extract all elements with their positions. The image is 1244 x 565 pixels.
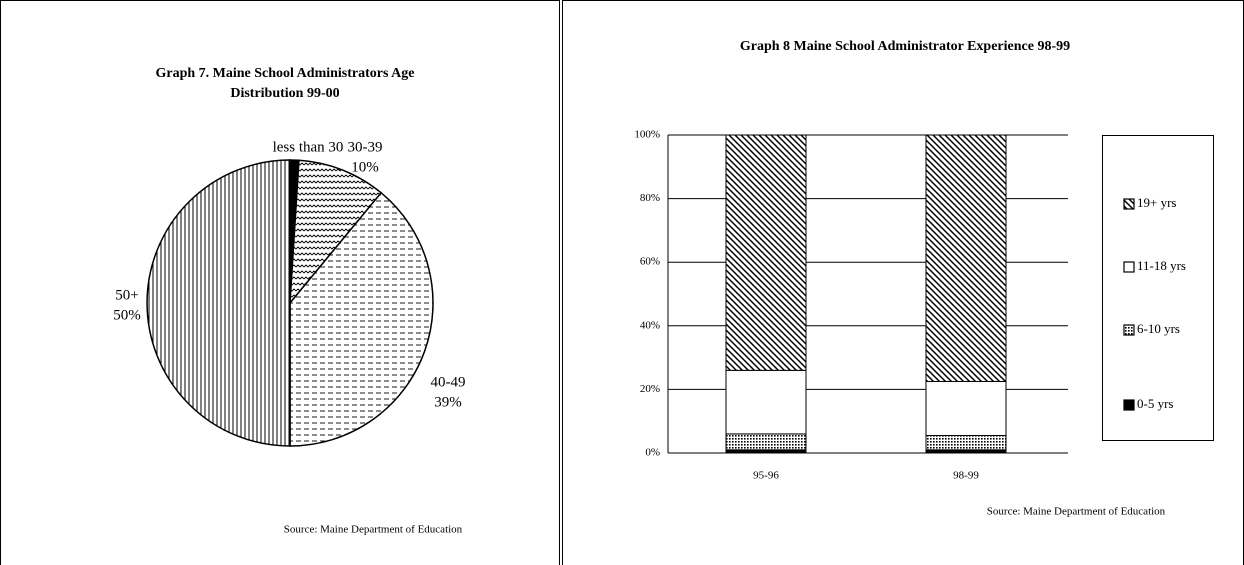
legend-label: 11-18 yrs xyxy=(1137,258,1186,273)
pie-slice xyxy=(289,159,383,306)
bar-segment xyxy=(925,435,1007,451)
bar-segment xyxy=(925,134,1007,382)
y-tick-label: 100% xyxy=(634,129,660,141)
legend-box xyxy=(1102,135,1214,441)
slice-value: 50% xyxy=(113,307,141,323)
x-tick-label: 98-99 xyxy=(953,470,979,482)
panel-border xyxy=(0,0,560,565)
legend-label: 6-10 yrs xyxy=(1137,321,1180,336)
pie-slice xyxy=(146,159,291,447)
slice-label: 30-39 xyxy=(348,139,383,155)
y-tick-label: 80% xyxy=(640,192,660,204)
slice-value: 39% xyxy=(434,394,462,410)
bar-segment xyxy=(725,369,807,435)
bar-segment xyxy=(925,380,1007,437)
y-tick-label: 0% xyxy=(645,447,660,459)
x-tick-label: 95-96 xyxy=(753,470,779,482)
legend-swatch xyxy=(1123,324,1135,336)
source: Source: Maine Department of Education xyxy=(987,506,1166,518)
legend-label: 19+ yrs xyxy=(1137,195,1176,210)
slice-label: 50+ xyxy=(115,287,138,303)
source: Source: Maine Department of Education xyxy=(284,524,463,536)
y-tick-label: 20% xyxy=(640,383,660,395)
legend-label: 0-5 yrs xyxy=(1137,396,1173,411)
pie-slice xyxy=(289,191,434,447)
legend-swatch xyxy=(1123,399,1135,411)
legend-swatch xyxy=(1123,198,1135,210)
slice-label: less than 30 xyxy=(273,139,344,155)
bar-segment xyxy=(725,134,807,371)
bar-segment xyxy=(725,433,807,451)
chart-title: Graph 7. Maine School Administrators Age… xyxy=(155,66,415,101)
slice-label: 40-49 xyxy=(431,374,466,390)
legend-swatch xyxy=(1123,261,1135,273)
slice-value: 10% xyxy=(351,159,379,175)
y-tick-label: 60% xyxy=(640,256,660,268)
y-tick-label: 40% xyxy=(640,319,660,331)
chart-title: Graph 8 Maine School Administrator Exper… xyxy=(740,39,1070,54)
